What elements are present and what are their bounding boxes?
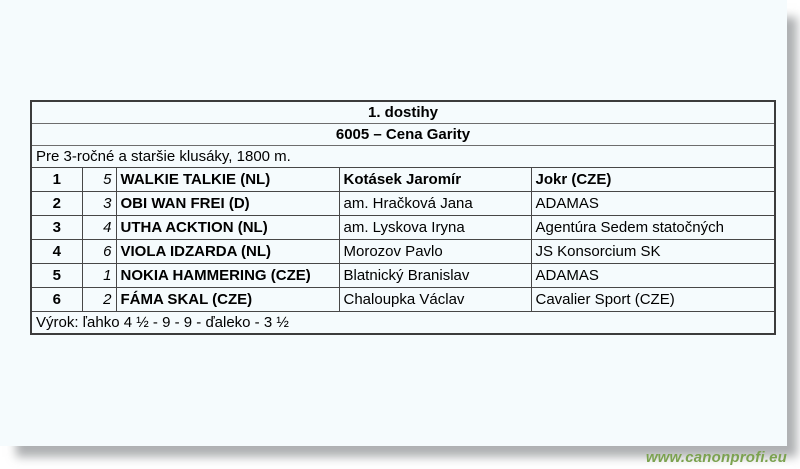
driver-cell: Morozov Pavlo: [338, 239, 532, 264]
start-number-cell: 5: [81, 167, 117, 192]
place-cell: 1: [30, 167, 83, 192]
race-subtitle: 6005 – Cena Garity: [30, 123, 776, 146]
table-row: 1 5 WALKIE TALKIE (NL) Kotásek Jaromír J…: [30, 167, 776, 192]
race-results-table: 1. dostihy 6005 – Cena Garity Pre 3-ročn…: [30, 100, 777, 335]
driver-cell: am. Lyskova Iryna: [338, 215, 532, 240]
race-verdict-row: Výrok: ľahko 4 ½ - 9 - 9 - ďaleko - 3 ½: [30, 311, 776, 335]
owner-cell: ADAMAS: [530, 191, 776, 216]
driver-cell: Blatnický Branislav: [338, 263, 532, 288]
place-cell: 5: [30, 263, 83, 288]
start-number-cell: 1: [81, 263, 117, 288]
watermark-url: www.canonprofi.eu: [645, 449, 787, 466]
race-conditions: Pre 3-ročné a staršie klusáky, 1800 m.: [30, 145, 776, 168]
driver-cell: Kotásek Jaromír: [338, 167, 532, 192]
horse-name-cell: FÁMA SKAL (CZE): [115, 287, 340, 312]
table-row: 3 4 UTHA ACKTION (NL) am. Lyskova Iryna …: [30, 215, 776, 240]
start-number-cell: 2: [81, 287, 117, 312]
owner-cell: Cavalier Sport (CZE): [530, 287, 776, 312]
horse-name-cell: WALKIE TALKIE (NL): [115, 167, 340, 192]
race-conditions-row: Pre 3-ročné a staršie klusáky, 1800 m.: [30, 145, 776, 168]
place-cell: 4: [30, 239, 83, 264]
horse-name-cell: VIOLA IDZARDA (NL): [115, 239, 340, 264]
table-row: 6 2 FÁMA SKAL (CZE) Chaloupka Václav Cav…: [30, 287, 776, 312]
horse-name-cell: NOKIA HAMMERING (CZE): [115, 263, 340, 288]
owner-cell: Agentúra Sedem statočných: [530, 215, 776, 240]
start-number-cell: 3: [81, 191, 117, 216]
start-number-cell: 4: [81, 215, 117, 240]
document-page: 1. dostihy 6005 – Cena Garity Pre 3-ročn…: [30, 100, 777, 335]
horse-name-cell: OBI WAN FREI (D): [115, 191, 340, 216]
owner-cell: JS Konsorcium SK: [530, 239, 776, 264]
owner-cell: ADAMAS: [530, 263, 776, 288]
owner-cell: Jokr (CZE): [530, 167, 776, 192]
place-cell: 6: [30, 287, 83, 312]
place-cell: 3: [30, 215, 83, 240]
race-verdict: Výrok: ľahko 4 ½ - 9 - 9 - ďaleko - 3 ½: [30, 311, 776, 335]
race-title: 1. dostihy: [30, 100, 776, 124]
table-row: 4 6 VIOLA IDZARDA (NL) Morozov Pavlo JS …: [30, 239, 776, 264]
start-number-cell: 6: [81, 239, 117, 264]
table-row: 5 1 NOKIA HAMMERING (CZE) Blatnický Bran…: [30, 263, 776, 288]
driver-cell: Chaloupka Václav: [338, 287, 532, 312]
race-subtitle-row: 6005 – Cena Garity: [30, 123, 776, 146]
table-row: 2 3 OBI WAN FREI (D) am. Hračková Jana A…: [30, 191, 776, 216]
driver-cell: am. Hračková Jana: [338, 191, 532, 216]
place-cell: 2: [30, 191, 83, 216]
race-title-row: 1. dostihy: [30, 100, 776, 124]
horse-name-cell: UTHA ACKTION (NL): [115, 215, 340, 240]
